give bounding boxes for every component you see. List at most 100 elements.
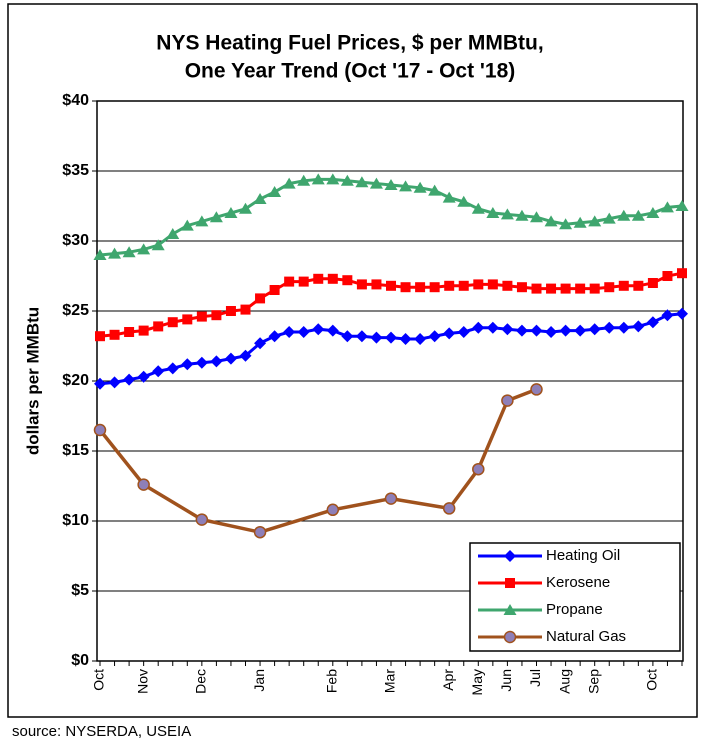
- point: [342, 275, 353, 286]
- point: [575, 283, 586, 294]
- point: [604, 282, 615, 293]
- point: [284, 276, 295, 287]
- point: [442, 502, 456, 515]
- point: [486, 321, 499, 334]
- point: [312, 323, 325, 336]
- point: [646, 207, 660, 218]
- point: [240, 304, 251, 315]
- point: [588, 323, 601, 336]
- point: [631, 209, 645, 221]
- y-tick-label: $10: [62, 512, 89, 529]
- point: [341, 330, 354, 343]
- point: [399, 333, 412, 345]
- point: [501, 323, 514, 336]
- point: [530, 324, 543, 337]
- legend-label: Heating Oil: [546, 547, 620, 564]
- y-tick-label: $40: [62, 92, 89, 109]
- point: [415, 282, 426, 293]
- point: [282, 177, 296, 189]
- point: [196, 311, 207, 322]
- point: [546, 283, 557, 294]
- point: [355, 176, 369, 188]
- point: [500, 208, 514, 220]
- point: [530, 383, 543, 396]
- point: [530, 211, 543, 223]
- point: [544, 215, 558, 227]
- point: [137, 243, 151, 255]
- point: [93, 423, 107, 437]
- point: [414, 333, 427, 345]
- point: [457, 195, 471, 207]
- point: [224, 352, 237, 365]
- point: [633, 280, 644, 291]
- point: [195, 356, 208, 369]
- point: [253, 525, 267, 539]
- legend-label: Kerosene: [546, 574, 610, 591]
- point: [167, 317, 178, 328]
- point: [646, 316, 659, 329]
- point: [124, 327, 135, 337]
- point: [255, 293, 266, 304]
- point: [457, 326, 470, 338]
- point: [313, 273, 324, 284]
- point: [560, 283, 571, 294]
- point: [677, 268, 687, 279]
- point: [647, 278, 658, 288]
- point: [429, 282, 440, 293]
- legend-marker: [503, 630, 517, 644]
- source: source: NYSERDA, USEIA: [12, 723, 191, 740]
- point: [473, 279, 484, 290]
- point: [471, 202, 485, 214]
- point: [122, 246, 136, 258]
- point: [166, 228, 180, 239]
- point: [458, 280, 469, 291]
- point: [501, 394, 514, 407]
- y-tick-label: $30: [62, 232, 89, 249]
- point: [428, 330, 441, 343]
- point: [340, 174, 354, 186]
- point: [109, 329, 120, 340]
- point: [486, 207, 500, 218]
- y-axis-label: dollars per MMBtu: [23, 307, 42, 455]
- point: [239, 349, 252, 362]
- point: [239, 202, 252, 214]
- point: [95, 331, 105, 342]
- point: [209, 211, 223, 223]
- chart-title: NYS Heating Fuel Prices, $ per MMBtu,: [156, 32, 543, 55]
- point: [370, 331, 383, 344]
- point: [138, 325, 149, 336]
- point: [311, 173, 325, 185]
- point: [283, 326, 296, 338]
- x-tick-label: Nov: [134, 669, 150, 694]
- point: [298, 276, 309, 287]
- point: [515, 324, 528, 337]
- chart-title: One Year Trend (Oct '17 - Oct '18): [185, 60, 516, 83]
- point: [400, 282, 411, 293]
- point: [676, 307, 688, 320]
- point: [210, 355, 223, 368]
- point: [574, 324, 587, 337]
- x-tick-label: Feb: [324, 669, 340, 693]
- point: [399, 180, 413, 192]
- x-tick-label: Jan: [251, 669, 267, 692]
- point: [297, 326, 310, 338]
- point: [195, 513, 209, 526]
- point: [224, 207, 238, 218]
- y-tick-label: $20: [62, 372, 89, 389]
- point: [355, 330, 368, 343]
- point: [137, 478, 150, 491]
- legend: [469, 542, 681, 652]
- point: [326, 324, 339, 337]
- point: [108, 376, 121, 389]
- y-tick-label: $0: [71, 652, 89, 669]
- point: [268, 330, 281, 343]
- point: [588, 215, 602, 227]
- point: [254, 337, 267, 350]
- point: [326, 503, 340, 517]
- point: [502, 280, 513, 291]
- point: [545, 326, 558, 338]
- point: [442, 191, 456, 203]
- point: [93, 249, 107, 260]
- point: [326, 173, 340, 185]
- point: [151, 239, 165, 251]
